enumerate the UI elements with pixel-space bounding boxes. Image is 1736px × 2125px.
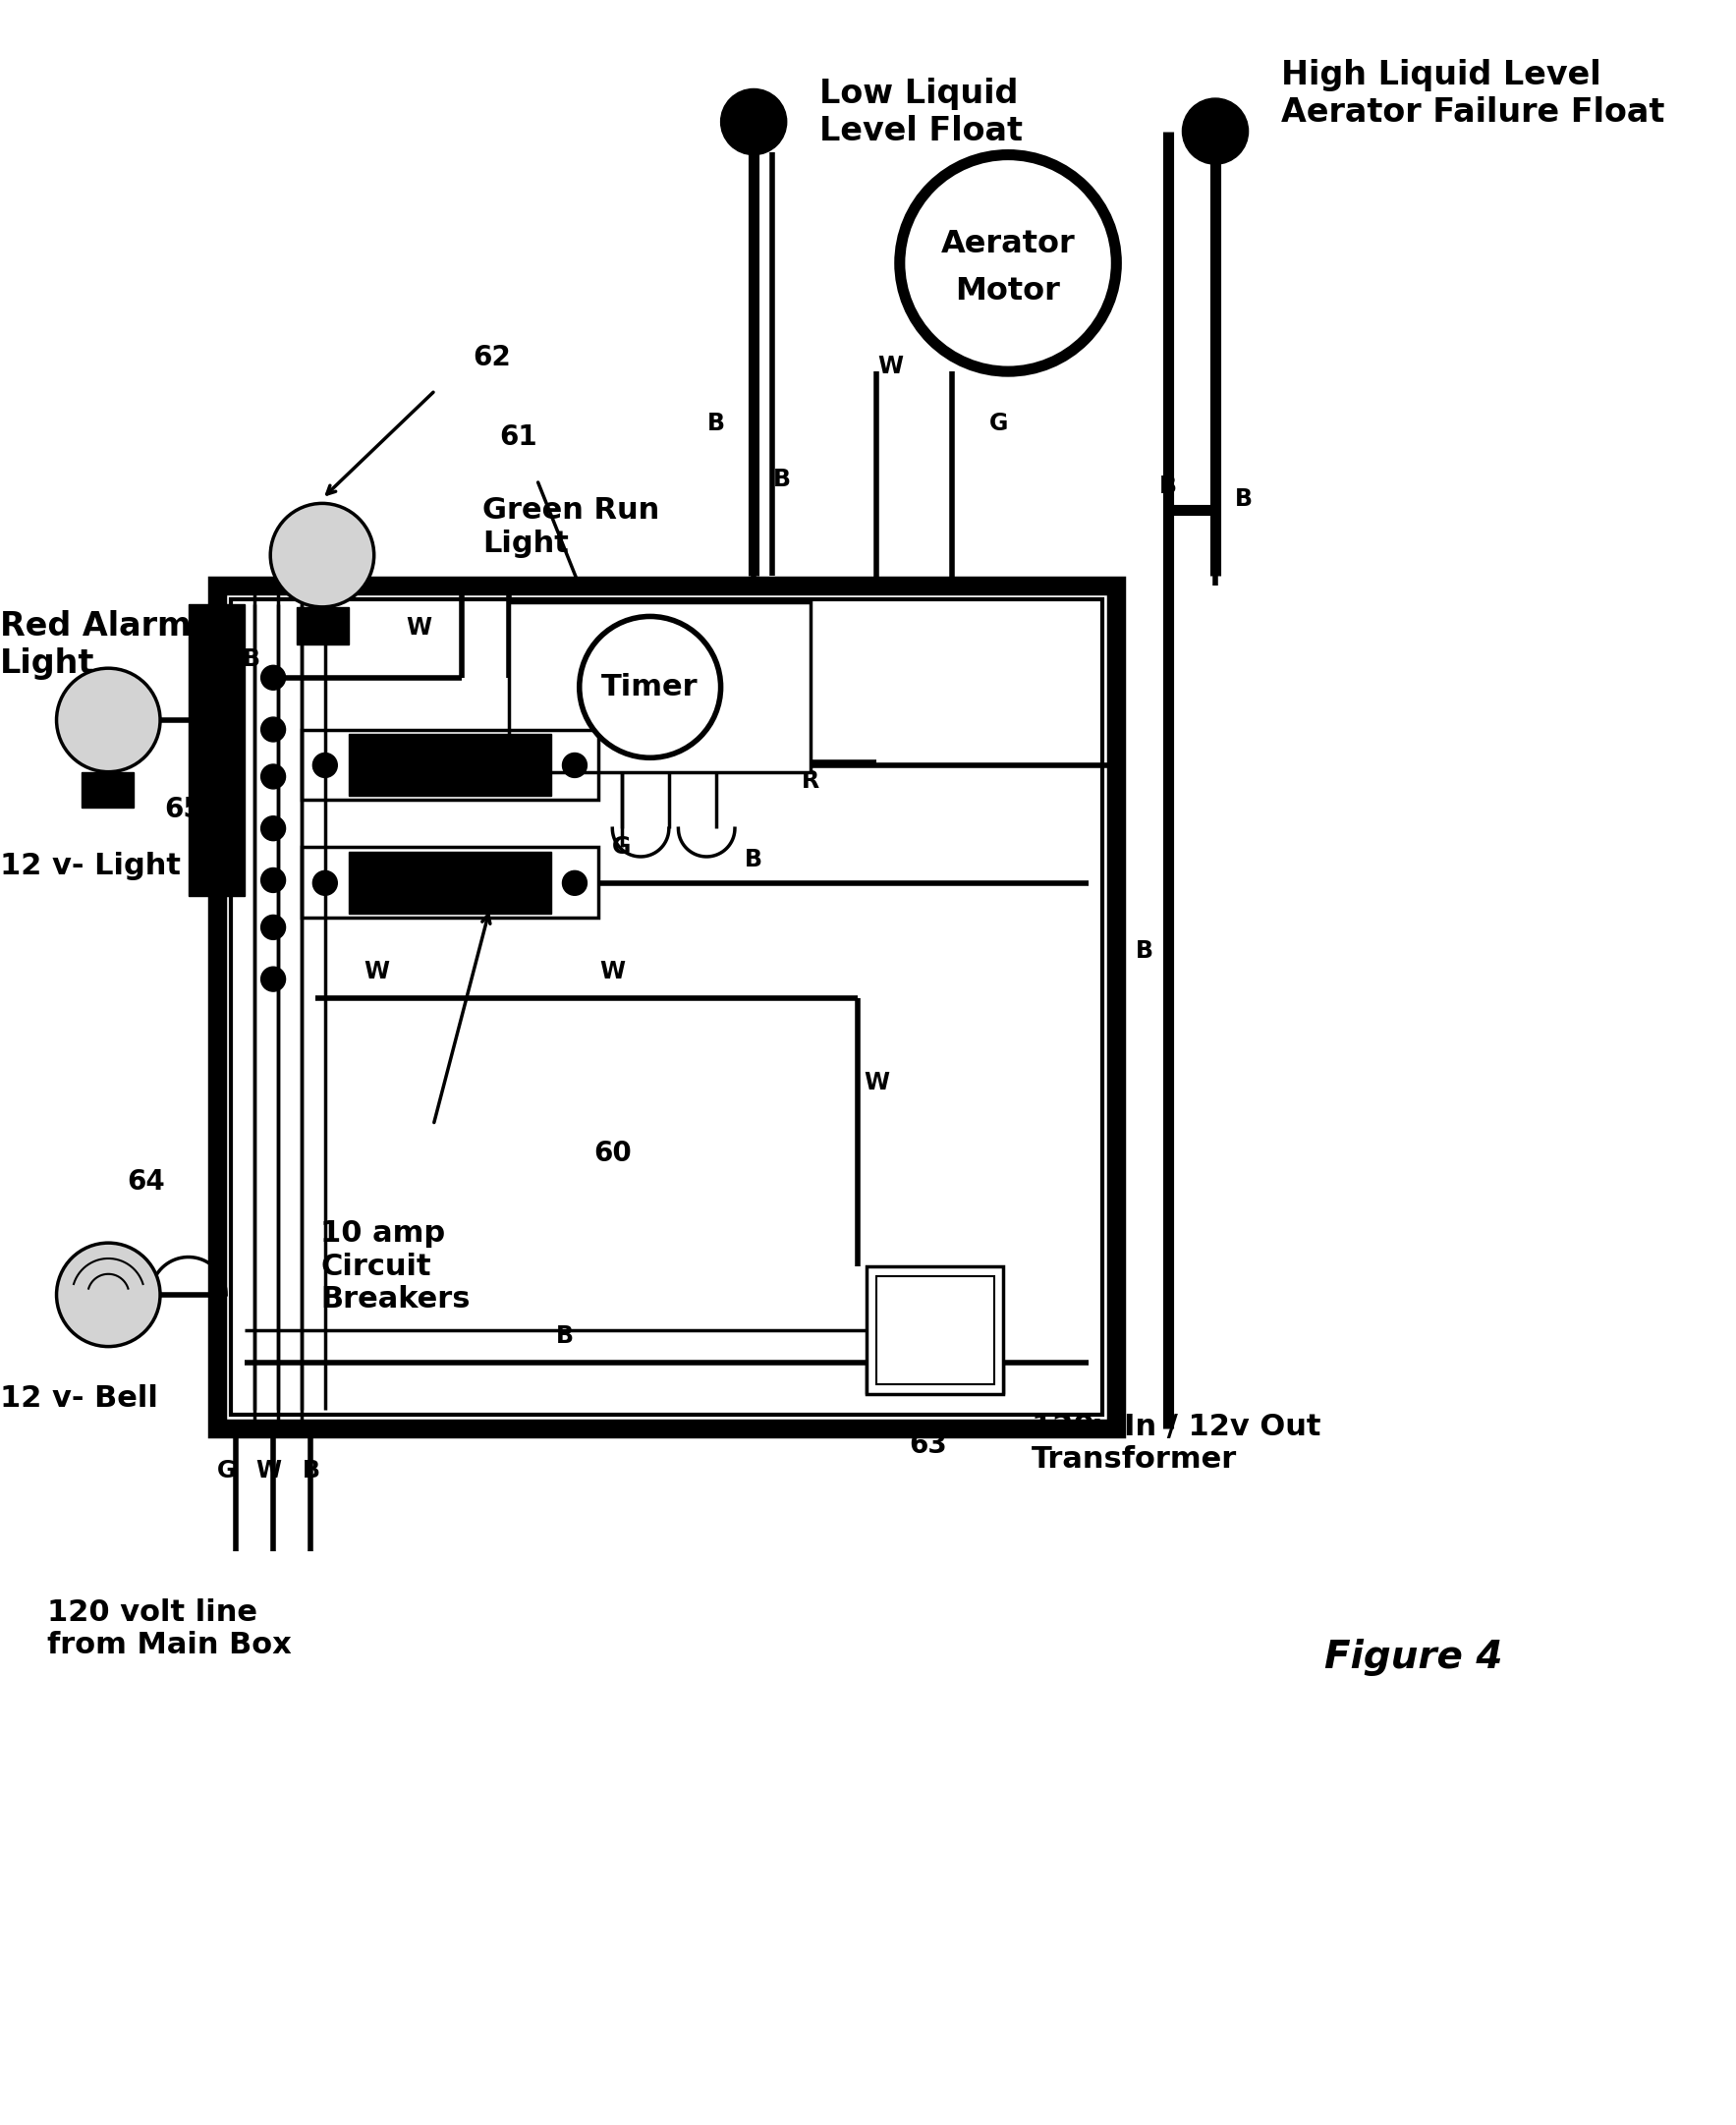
Bar bbox=[189, 603, 245, 897]
Text: B: B bbox=[1234, 487, 1252, 510]
Text: Green Run
Light: Green Run Light bbox=[483, 495, 660, 557]
Circle shape bbox=[260, 867, 285, 892]
Circle shape bbox=[260, 967, 285, 992]
Circle shape bbox=[312, 752, 337, 778]
Text: Aerator: Aerator bbox=[941, 229, 1075, 259]
Text: High Liquid Level
Aerator Failure Float: High Liquid Level Aerator Failure Float bbox=[1281, 60, 1665, 128]
Bar bbox=[302, 729, 599, 801]
Text: B: B bbox=[1160, 474, 1177, 497]
Circle shape bbox=[562, 752, 587, 778]
Circle shape bbox=[562, 871, 587, 895]
Text: R: R bbox=[802, 769, 819, 793]
Bar bbox=[231, 599, 1102, 1415]
Text: 62: 62 bbox=[472, 344, 510, 372]
Circle shape bbox=[57, 1243, 160, 1347]
Text: 65: 65 bbox=[165, 795, 203, 822]
Text: G: G bbox=[990, 412, 1009, 436]
Text: G: G bbox=[613, 835, 632, 859]
Bar bbox=[297, 608, 349, 644]
Text: B: B bbox=[745, 729, 762, 754]
Circle shape bbox=[260, 916, 285, 939]
Circle shape bbox=[271, 504, 373, 608]
Text: G: G bbox=[217, 1460, 236, 1483]
Text: Low Liquid
Level Float: Low Liquid Level Float bbox=[819, 76, 1023, 147]
Text: Red Alarm
Light: Red Alarm Light bbox=[0, 610, 191, 680]
Text: 61: 61 bbox=[500, 423, 536, 450]
Bar bbox=[509, 601, 811, 771]
Text: B: B bbox=[745, 848, 762, 871]
Circle shape bbox=[580, 616, 720, 759]
Circle shape bbox=[1182, 98, 1248, 164]
Text: 120 volt line
from Main Box: 120 volt line from Main Box bbox=[47, 1598, 292, 1660]
Circle shape bbox=[260, 816, 285, 842]
Text: 12 v- Bell: 12 v- Bell bbox=[0, 1383, 158, 1413]
Text: R: R bbox=[514, 616, 531, 640]
Text: 64: 64 bbox=[127, 1169, 165, 1196]
Text: B: B bbox=[243, 646, 260, 672]
Bar bbox=[877, 1275, 995, 1383]
Text: 10 amp
Circuit
Breakers: 10 amp Circuit Breakers bbox=[321, 1220, 470, 1313]
Text: B: B bbox=[707, 412, 726, 436]
Bar bbox=[349, 852, 550, 914]
Circle shape bbox=[260, 718, 285, 742]
Text: W: W bbox=[863, 1071, 889, 1094]
Circle shape bbox=[899, 155, 1116, 372]
Circle shape bbox=[57, 667, 160, 771]
Text: 120v In / 12v Out
Transformer: 120v In / 12v Out Transformer bbox=[1031, 1413, 1321, 1475]
Text: B: B bbox=[302, 1460, 319, 1483]
Text: W: W bbox=[599, 960, 625, 984]
Text: Timer: Timer bbox=[602, 674, 698, 701]
Text: W: W bbox=[255, 1460, 281, 1483]
Circle shape bbox=[720, 89, 786, 155]
Text: B: B bbox=[557, 1324, 575, 1347]
Text: W: W bbox=[365, 960, 389, 984]
Circle shape bbox=[260, 765, 285, 788]
Text: 63: 63 bbox=[910, 1432, 948, 1460]
Circle shape bbox=[260, 665, 285, 691]
Text: W: W bbox=[406, 616, 432, 640]
Bar bbox=[866, 1266, 1003, 1394]
Bar bbox=[217, 584, 1116, 1428]
Bar bbox=[302, 848, 599, 918]
Circle shape bbox=[312, 871, 337, 895]
Text: B: B bbox=[1135, 939, 1153, 963]
Bar bbox=[82, 771, 134, 808]
Text: W: W bbox=[877, 355, 903, 378]
Text: B: B bbox=[773, 468, 792, 491]
Bar bbox=[349, 733, 550, 795]
Text: Figure 4: Figure 4 bbox=[1325, 1638, 1502, 1677]
Text: 12 v- Light: 12 v- Light bbox=[0, 852, 181, 880]
Text: Motor: Motor bbox=[955, 276, 1061, 306]
Text: 60: 60 bbox=[594, 1139, 632, 1167]
